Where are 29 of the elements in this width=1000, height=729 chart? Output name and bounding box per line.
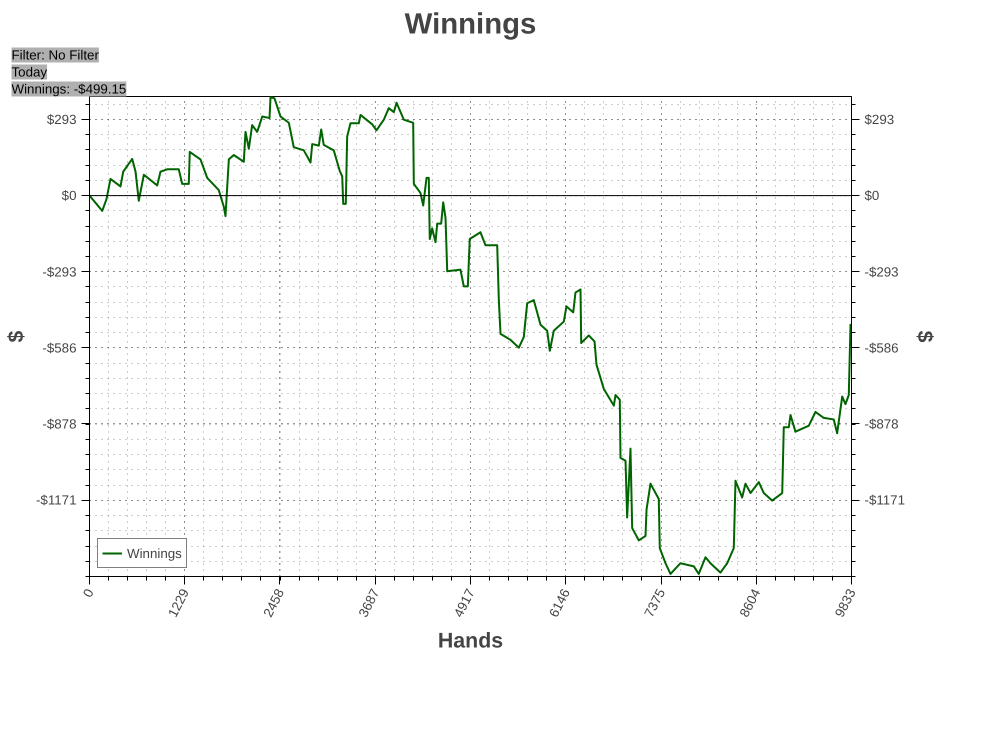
y-tick-label: -$1171 [36, 492, 77, 508]
text: Filter: No Filter [12, 48, 100, 62]
legend-label: Winnings [127, 546, 182, 560]
y-tick-label: $0 [62, 188, 77, 204]
y-axis-title: $ [4, 330, 28, 342]
annotation: Winnings: -$499.15 [12, 82, 126, 96]
y-tick-label: -$586 [42, 340, 77, 356]
x-tick-label: 9833 [832, 586, 859, 620]
x-tick-label: 2458 [260, 586, 288, 620]
y2-tick-label: -$293 [864, 264, 899, 280]
y2-tick-label: -$1171 [864, 492, 906, 508]
y-tick-label: -$878 [42, 416, 77, 432]
y2-tick-label: $293 [864, 112, 894, 127]
x-tick-label: 8604 [736, 586, 764, 620]
x-tick-label: 0 [80, 586, 97, 600]
x-tick-label: 3687 [356, 586, 382, 620]
x-tick-label: 6146 [546, 586, 573, 620]
x-axis-title: Hands [438, 628, 504, 652]
y2-tick-label: -$586 [864, 340, 899, 356]
y-tick-label: -$293 [42, 264, 77, 280]
y2-tick-label: $0 [864, 188, 880, 204]
x-tick-label: 7375 [641, 586, 668, 620]
y-tick-label: $293 [46, 112, 77, 127]
y2-tick-label: -$878 [864, 416, 899, 432]
y2-axis-title: $ [913, 330, 938, 343]
x-tick-label: 1229 [165, 586, 192, 620]
text: Today [12, 64, 48, 80]
x-tick-label: 4917 [450, 586, 478, 620]
chart-title: Winnings [404, 8, 536, 40]
